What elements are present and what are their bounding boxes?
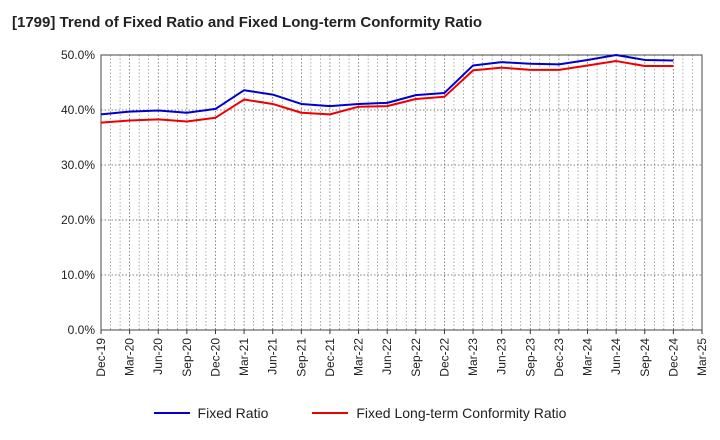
- x-tick-label: Mar-20: [123, 338, 137, 376]
- x-tick-label: Mar-21: [237, 338, 251, 376]
- x-tick-label: Mar-23: [466, 338, 480, 376]
- x-tick-label: Mar-25: [695, 338, 709, 376]
- x-tick-label: Dec-21: [323, 338, 337, 377]
- label-layer: 0.0% 10.0% 20.0% 30.0% 40.0% 50.0% Dec-19 Mar-2…: [61, 48, 709, 377]
- x-tick-label: Dec-23: [552, 338, 566, 377]
- legend-swatch-fixed-ratio: [153, 412, 190, 414]
- x-tick-label: Jun-24: [609, 338, 623, 375]
- chart-legend: Fixed Ratio Fixed Long-term Conformity R…: [0, 405, 720, 421]
- x-tick-label: Sep-21: [294, 338, 308, 377]
- y-tick-label: 30.0%: [61, 158, 95, 172]
- x-tick-label: Sep-23: [523, 338, 537, 377]
- x-tick-label: Sep-22: [409, 338, 423, 377]
- axis-layer: [100, 54, 703, 334]
- legend-swatch-fixed-long-term-conformity-ratio: [312, 412, 349, 414]
- series-line-fixed-long-term-conformity-ratio: [100, 60, 674, 124]
- x-tick-label: Sep-24: [638, 338, 652, 377]
- series-line-fixed-ratio: [100, 54, 674, 116]
- x-tick-label: Jun-23: [495, 338, 509, 375]
- x-tick-label: Mar-24: [581, 338, 595, 376]
- y-tick-label: 0.0%: [68, 323, 96, 337]
- x-tick-label: Jun-20: [151, 338, 165, 375]
- x-tick-label: Dec-19: [94, 338, 108, 377]
- x-tick-label: Sep-20: [180, 338, 194, 377]
- x-tick-label: Jun-21: [266, 338, 280, 375]
- y-tick-label: 10.0%: [61, 268, 95, 282]
- legend-item-fixed-long-term-conformity-ratio: Fixed Long-term Conformity Ratio: [312, 405, 566, 421]
- legend-label-fixed-ratio: Fixed Ratio: [197, 405, 269, 421]
- x-tick-label: Jun-22: [380, 338, 394, 375]
- y-tick-label: 40.0%: [61, 103, 95, 117]
- legend-label-fixed-long-term-conformity-ratio: Fixed Long-term Conformity Ratio: [356, 405, 567, 421]
- plot-frame: [100, 54, 703, 331]
- x-tick-label: Dec-20: [208, 338, 222, 377]
- grid-layer: [100, 54, 703, 330]
- series-layer: [100, 54, 674, 124]
- x-tick-label: Dec-24: [666, 338, 680, 377]
- chart-title: [1799] Trend of Fixed Ratio and Fixed Lo…: [12, 14, 483, 31]
- y-tick-label: 20.0%: [61, 213, 95, 227]
- x-tick-label: Mar-22: [352, 338, 366, 376]
- y-tick-label: 50.0%: [61, 48, 95, 62]
- x-tick-label: Dec-22: [437, 338, 451, 377]
- legend-item-fixed-ratio: Fixed Ratio: [153, 405, 269, 421]
